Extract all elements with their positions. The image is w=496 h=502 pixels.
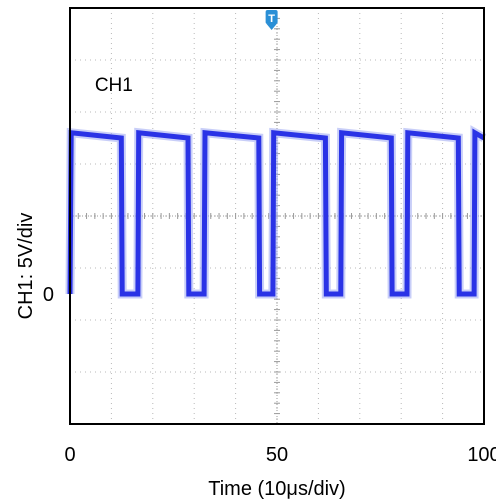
series-label-ch1: CH1 [95,75,133,96]
series-ch1-halo [65,125,487,299]
trigger-marker-group: T [265,10,278,30]
plot-frame [69,7,485,425]
trigger-marker [265,10,278,24]
x-tick-label: 100 [467,444,496,466]
ch1-trace-group [65,125,487,299]
x-axis-label: Time (10μs/div) [208,478,345,500]
x-tick-label: 0 [64,444,75,466]
y-tick-label: 0 [43,284,54,306]
tick-labels: 0 50 100 0 [43,284,496,466]
series-ch1-line [67,128,486,297]
x-tick-label: 50 [266,444,288,466]
y-axis-label: CH1: 5V/div [15,213,37,320]
trigger-marker-label: T [268,13,275,25]
trigger-marker-arrow [266,24,277,30]
